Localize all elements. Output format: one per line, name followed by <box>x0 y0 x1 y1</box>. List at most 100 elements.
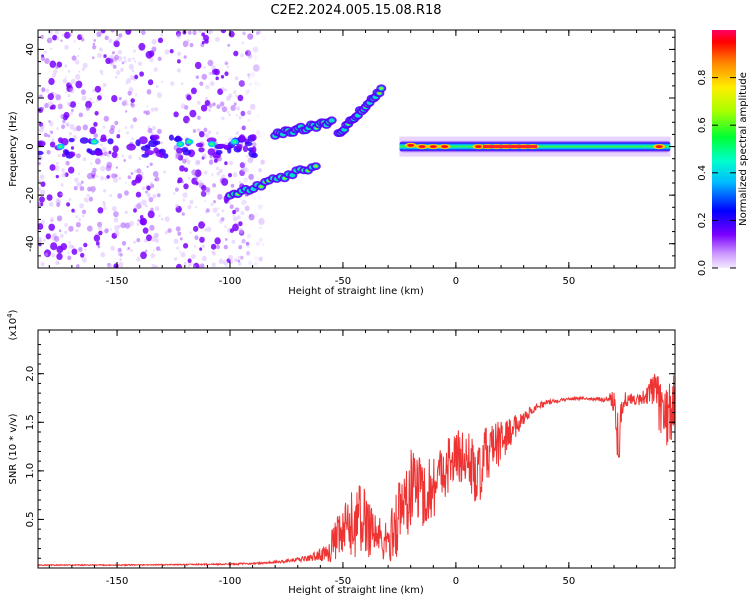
noise-speck <box>252 64 260 72</box>
noise-speck <box>257 209 261 213</box>
noise-speck <box>71 208 75 213</box>
noise-speck <box>148 139 159 148</box>
noise-speck <box>62 78 68 84</box>
lower-branch-blob-peak <box>259 185 263 188</box>
noise-speck <box>114 57 117 61</box>
noise-speck <box>75 222 81 228</box>
noise-speck <box>149 224 155 231</box>
noise-speck <box>228 254 233 261</box>
noise-speck <box>208 108 212 112</box>
noise-speck <box>103 151 108 156</box>
noise-speck <box>49 201 54 207</box>
rising-branch-blob-peak <box>379 87 383 90</box>
noise-speck <box>44 249 51 258</box>
noise-speck <box>121 100 127 107</box>
noise-speck <box>180 251 186 258</box>
noise-speck <box>99 69 104 74</box>
noise-speck <box>101 72 104 76</box>
noise-speck <box>110 245 115 251</box>
noise-speck <box>126 131 130 135</box>
noise-speck <box>86 172 93 180</box>
noise-speck <box>87 225 93 232</box>
noise-speck <box>225 265 228 268</box>
noise-speck <box>86 193 90 198</box>
noise-speck <box>201 32 206 37</box>
noise-speck <box>79 183 83 187</box>
noise-speck <box>187 161 190 165</box>
noise-speck <box>117 49 123 55</box>
noise-speck <box>257 205 261 209</box>
noise-speck <box>67 101 72 106</box>
figure-title: C2E2.2024.005.15.08.R18 <box>270 3 441 18</box>
noise-speck <box>134 60 137 63</box>
noise-speck <box>224 71 229 76</box>
noise-speck <box>76 125 82 132</box>
noise-speck <box>123 99 128 104</box>
noise-speck <box>242 166 248 173</box>
noise-speck <box>245 51 249 55</box>
noise-speck <box>183 115 190 124</box>
snr-x-tick-label: 0 <box>453 576 459 587</box>
noise-speck <box>139 218 146 225</box>
noise-speck <box>170 81 175 86</box>
noise-speck <box>207 148 216 156</box>
noise-speck <box>96 98 99 102</box>
noise-speck <box>253 81 258 86</box>
noise-speck <box>153 153 157 157</box>
noise-speck <box>168 134 174 141</box>
noise-speck <box>60 39 63 42</box>
noise-speck <box>40 202 44 206</box>
noise-speck <box>237 94 244 102</box>
noise-speck <box>71 55 77 61</box>
noise-speck <box>99 47 103 52</box>
noise-speck <box>173 192 176 195</box>
noise-speck <box>195 75 199 79</box>
noise-speck <box>255 241 260 247</box>
noise-speck <box>104 228 109 234</box>
noise-speck <box>232 214 235 217</box>
noise-speck <box>114 120 119 126</box>
noise-speck <box>248 213 255 221</box>
noise-speck <box>193 265 196 268</box>
noise-speck <box>42 238 46 242</box>
noise-speck <box>68 166 75 174</box>
noise-speck <box>38 239 43 245</box>
noise-speck <box>102 202 107 207</box>
noise-speck <box>65 160 70 166</box>
noise-speck <box>123 159 126 162</box>
noise-speck <box>195 159 200 166</box>
noise-speck <box>238 228 244 234</box>
noise-speck <box>124 210 128 215</box>
noise-speck <box>141 30 146 36</box>
noise-speck <box>236 215 241 220</box>
noise-speck <box>56 202 61 208</box>
noise-speck <box>221 106 228 113</box>
noise-speck <box>214 158 218 163</box>
noise-speck <box>54 92 58 97</box>
noise-speck <box>78 70 81 73</box>
noise-speck <box>43 132 48 138</box>
noise-speck <box>86 200 89 203</box>
noise-speck <box>217 193 223 200</box>
noise-speck <box>142 227 149 234</box>
noise-speck <box>156 92 162 98</box>
noise-speck <box>208 30 214 34</box>
noise-speck <box>90 175 95 180</box>
noise-speck <box>79 186 85 191</box>
noise-speck <box>92 42 96 46</box>
noise-speck <box>163 170 167 174</box>
noise-speck <box>146 89 152 95</box>
noise-speck <box>232 216 238 222</box>
noise-speck <box>39 174 45 180</box>
noise-speck <box>38 140 46 147</box>
noise-speck <box>181 82 184 85</box>
noise-speck <box>105 57 112 64</box>
noise-speck <box>117 252 122 256</box>
noise-speck <box>116 156 119 159</box>
noise-speck <box>246 233 252 239</box>
noise-speck <box>75 228 79 233</box>
noise-speck <box>192 30 197 36</box>
snr-scale-label: (x104) <box>6 309 19 340</box>
noise-speck <box>144 204 148 208</box>
x-tick-label: -150 <box>106 276 129 287</box>
